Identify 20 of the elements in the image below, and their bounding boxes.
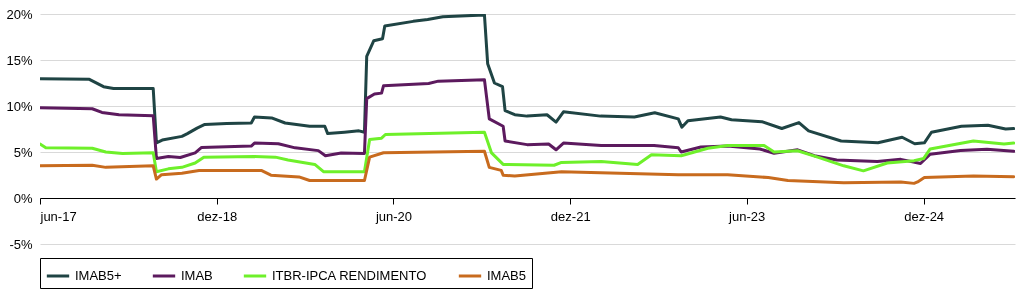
- x-tick-label: dez-18: [197, 208, 238, 224]
- legend-label: IMAB5+: [75, 268, 122, 283]
- x-tick-label: dez-21: [550, 208, 591, 224]
- legend-label: IMAB: [181, 268, 213, 283]
- line-series: [40, 78, 1015, 165]
- y-tick-label: 15%: [6, 52, 33, 68]
- x-tick-label: dez-24: [904, 208, 945, 224]
- line-series: [40, 130, 1015, 174]
- legend-label: IMAB5: [487, 268, 527, 283]
- x-tick-label: jun-17: [39, 208, 77, 224]
- line-series: [40, 14, 1015, 146]
- legend-label: ITBR-IPCA RENDIMENTO: [272, 268, 427, 283]
- y-tick-label: 0%: [13, 190, 33, 206]
- y-tick-label: -5%: [9, 236, 33, 252]
- y-tick-label: 20%: [6, 6, 33, 22]
- y-tick-label: 5%: [13, 144, 33, 160]
- y-tick-label: 10%: [6, 98, 33, 114]
- x-tick-label: jun-20: [374, 208, 413, 224]
- line-series: [40, 149, 1015, 185]
- x-tick-label: jun-23: [728, 208, 766, 224]
